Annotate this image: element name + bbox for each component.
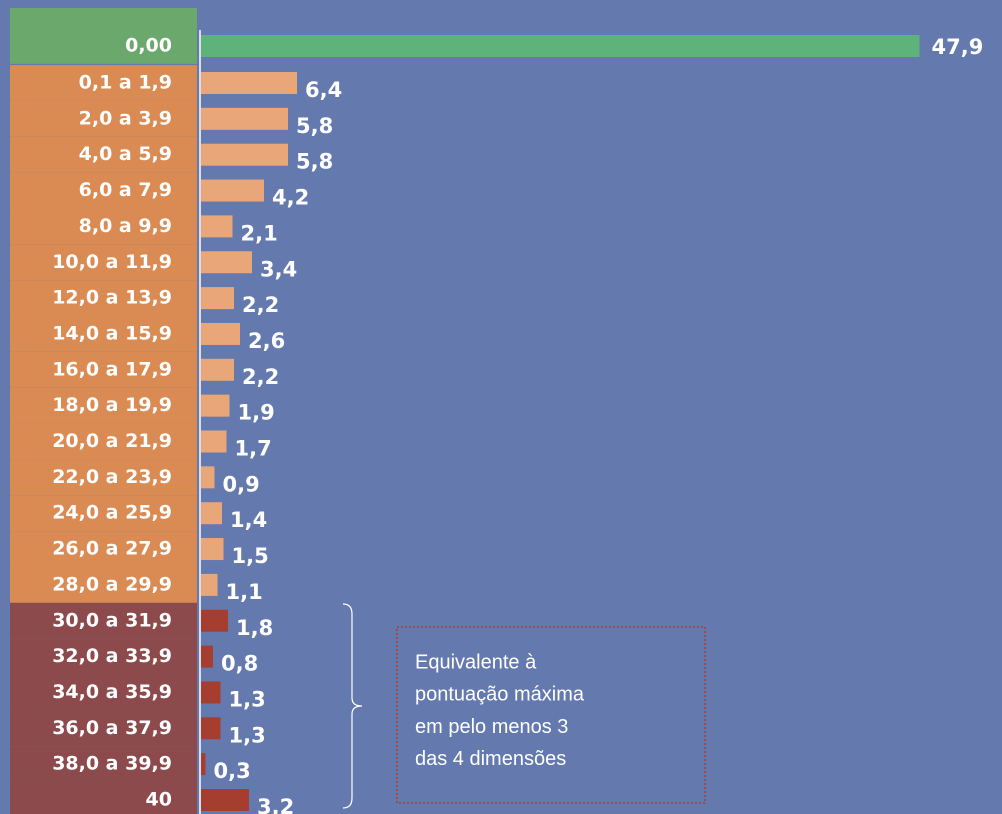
bar (201, 35, 920, 57)
category-band (10, 746, 197, 783)
bar (201, 143, 288, 166)
value-label: 0,8 (221, 652, 258, 676)
y-tick-label: 34,0 a 35,9 (52, 681, 172, 703)
y-tick-label: 26,0 a 27,9 (52, 538, 172, 560)
y-tick-label: 40 (146, 789, 172, 811)
category-band (10, 495, 197, 532)
value-label: 0,9 (223, 472, 260, 496)
category-band (10, 710, 197, 747)
y-tick-label: 4,0 a 5,9 (79, 143, 172, 165)
category-band (10, 531, 197, 567)
bar (201, 358, 234, 381)
label-column (10, 8, 197, 814)
bar (201, 753, 206, 776)
value-label: 5,8 (296, 114, 333, 138)
value-label: 2,2 (242, 365, 279, 389)
bar (201, 394, 230, 417)
value-label: 5,8 (296, 150, 333, 174)
brace (342, 603, 363, 809)
bar (201, 430, 227, 453)
bar (201, 681, 221, 704)
value-label: 2,6 (248, 329, 285, 353)
y-tick-label: 0,1 a 1,9 (79, 72, 172, 94)
y-tick-label: 22,0 a 23,9 (52, 466, 172, 488)
bar (201, 287, 234, 310)
value-label: 3,2 (257, 795, 294, 814)
value-label: 1,8 (236, 616, 273, 640)
category-band (10, 280, 197, 317)
annotation-text: Equivalente à (415, 651, 537, 673)
y-tick-label: 32,0 a 33,9 (52, 645, 172, 667)
annotation-text: em pelo menos 3 (415, 716, 568, 738)
annotation-text: pontuação máxima (415, 684, 585, 706)
value-label: 47,9 (932, 35, 984, 59)
value-label: 1,7 (235, 437, 272, 461)
category-band (10, 244, 197, 281)
value-label: 0,3 (214, 759, 251, 783)
y-tick-label: 24,0 a 25,9 (52, 502, 172, 524)
bar (201, 789, 249, 811)
y-tick-label: 38,0 a 39,9 (52, 753, 172, 775)
category-band (10, 65, 197, 101)
bar (201, 251, 252, 274)
value-label: 1,4 (230, 508, 267, 532)
y-tick-label: 8,0 a 9,9 (79, 215, 172, 237)
category-band (10, 674, 197, 711)
category-band (10, 316, 197, 352)
value-label: 2,1 (241, 221, 278, 245)
bar (201, 107, 288, 130)
category-band (10, 172, 197, 209)
y-tick-label: 12,0 a 13,9 (52, 287, 172, 309)
category-band (10, 136, 197, 173)
y-tick-label: 28,0 a 29,9 (52, 573, 172, 595)
bar (201, 645, 213, 668)
value-label: 3,4 (260, 257, 297, 281)
y-tick-label: 18,0 a 19,9 (52, 394, 172, 416)
bar (201, 502, 222, 525)
bar (201, 179, 264, 202)
category-band (10, 602, 197, 639)
y-tick-label: 2,0 a 3,9 (79, 107, 172, 129)
bar (201, 72, 297, 94)
y-tick-label: 16,0 a 17,9 (52, 358, 172, 380)
y-tick-label: 14,0 a 15,9 (52, 322, 172, 344)
category-band (10, 387, 197, 424)
category-band (10, 782, 197, 814)
annotation-text: das 4 dimensões (415, 748, 566, 770)
category-band (10, 459, 197, 496)
category-band (10, 638, 197, 675)
value-label: 1,1 (226, 580, 263, 604)
bar (201, 466, 215, 489)
bar (201, 322, 240, 345)
bar (201, 609, 228, 632)
category-band (10, 8, 197, 64)
value-label: 6,4 (305, 78, 342, 102)
bar (201, 717, 221, 740)
value-label: 1,9 (238, 401, 275, 425)
bar (201, 538, 224, 561)
value-label: 1,3 (229, 687, 266, 711)
category-band (10, 351, 197, 388)
y-tick-label: 0,00 (125, 35, 172, 57)
bar (201, 215, 233, 238)
y-tick-label: 30,0 a 31,9 (52, 609, 172, 631)
y-tick-label: 6,0 a 7,9 (79, 179, 172, 201)
annotation-box (396, 626, 706, 804)
y-tick-label: 10,0 a 11,9 (52, 251, 172, 273)
bar (201, 573, 218, 596)
y-tick-label: 20,0 a 21,9 (52, 430, 172, 452)
value-label: 1,5 (232, 544, 269, 568)
category-band (10, 566, 197, 603)
category-band (10, 100, 197, 137)
value-label: 1,3 (229, 723, 266, 747)
category-band (10, 208, 197, 245)
y-tick-label: 36,0 a 37,9 (52, 717, 172, 739)
value-label: 2,2 (242, 293, 279, 317)
value-label: 4,2 (272, 186, 309, 210)
category-band (10, 423, 197, 460)
